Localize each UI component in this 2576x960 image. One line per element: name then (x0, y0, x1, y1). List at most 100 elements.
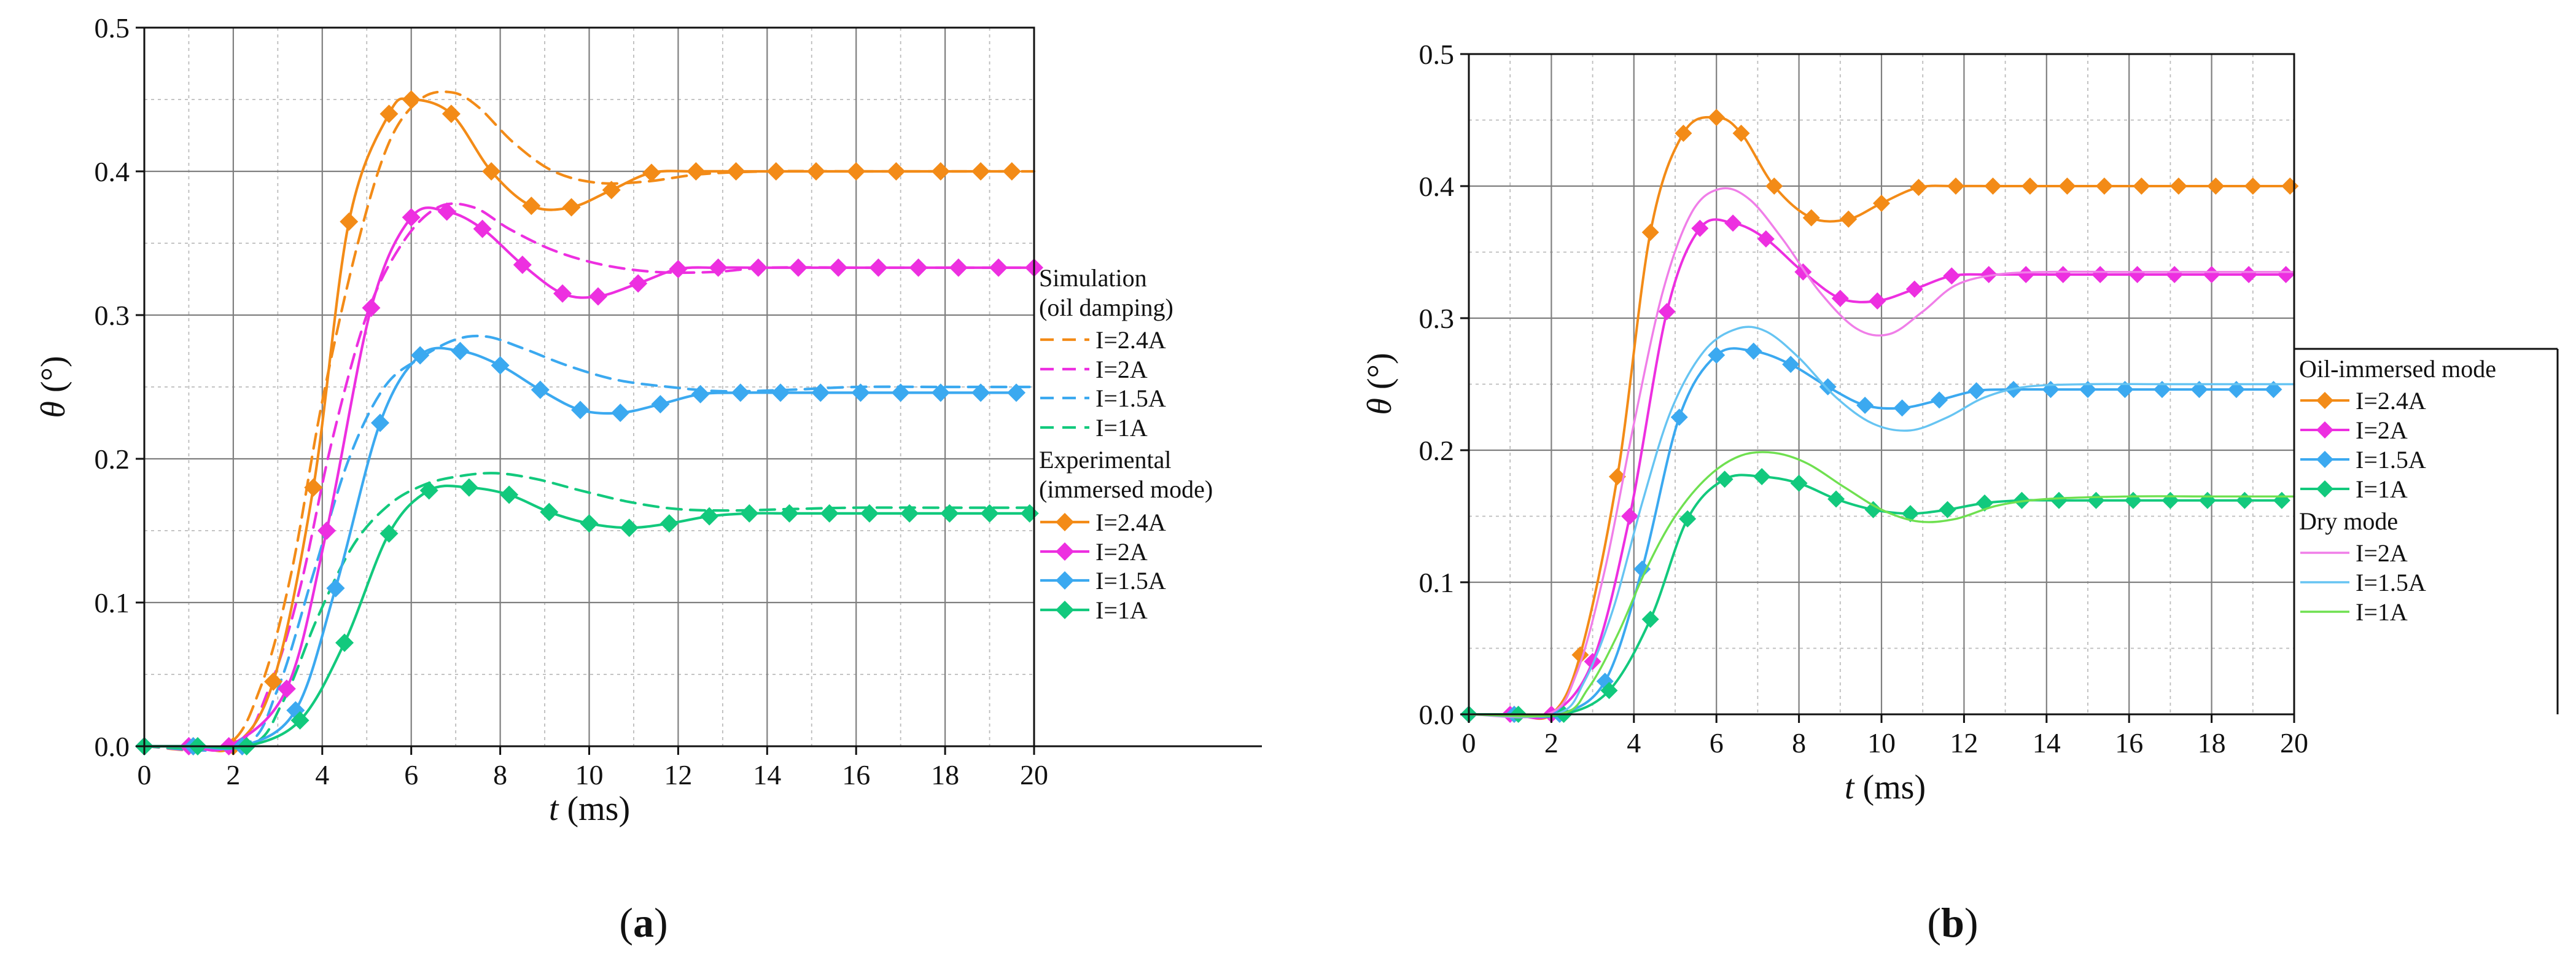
data-point-diamond (869, 258, 888, 277)
chart-a-y-tick-label: 0.5 (95, 12, 130, 44)
chart-a-x-tick-label: 6 (404, 759, 418, 790)
data-point-diamond (891, 383, 910, 402)
data-point-diamond (931, 383, 950, 402)
data-point-diamond (1641, 224, 1659, 241)
chart-a-x-tick-label: 20 (1020, 759, 1048, 790)
chart-a-legend: Simulation(oil damping)I=2.4AI=2AI=1.5AI… (1039, 264, 1213, 624)
chart-b-series (1460, 109, 2299, 723)
data-point-diamond (771, 383, 790, 402)
data-point-diamond (1790, 474, 1808, 492)
chart-a-y-tick-label: 0.1 (95, 587, 130, 619)
legend-entry-label: I=1A (1095, 414, 1148, 442)
chart-a-x-tick-label: 8 (493, 759, 507, 790)
legend-header: Simulation (1039, 264, 1147, 292)
series-line (1468, 326, 2295, 718)
legend-entry-label: I=2.4A (2356, 387, 2426, 415)
data-point-diamond (411, 346, 430, 365)
legend-header: (oil damping) (1039, 294, 1173, 321)
data-point-diamond (304, 478, 323, 497)
legend-entry-label: I=1.5A (2356, 446, 2426, 474)
data-point-diamond (522, 197, 541, 216)
chart-b-ylabel: θ (°) (1361, 353, 1399, 415)
data-point-diamond (602, 181, 621, 200)
chart-a-x-tick-label: 16 (842, 759, 870, 790)
data-point-diamond (1905, 280, 1923, 298)
data-point-diamond (437, 202, 456, 221)
data-point-diamond (1869, 292, 1886, 310)
legend-entry-label: I=1.5A (1095, 567, 1166, 595)
data-point-diamond (1873, 194, 1890, 212)
data-point-diamond (726, 162, 745, 181)
data-point-diamond (482, 162, 501, 181)
legend-swatch-diamond (2316, 392, 2333, 409)
legend-entry-label: I=1A (2356, 475, 2408, 503)
data-point-diamond (700, 507, 719, 526)
data-point-diamond (1782, 356, 1800, 373)
data-point-diamond (887, 162, 906, 181)
data-point-diamond (1708, 346, 1726, 364)
data-point-diamond (370, 413, 389, 432)
legend-entry-label: I=2.4A (1095, 326, 1166, 354)
legend-swatch-diamond (2316, 421, 2333, 439)
chart-b-legend: Oil-immersed modeI=2.4AI=2AI=1.5AI=1ADry… (2299, 355, 2496, 626)
legend-swatch-diamond (1056, 513, 1074, 531)
data-point-diamond (642, 163, 661, 182)
data-point-diamond (290, 711, 309, 730)
data-point-diamond (900, 504, 919, 523)
chart-a-x-tick-label: 10 (575, 759, 604, 790)
chart-b-x-tick-label: 4 (1627, 727, 1641, 759)
data-point-diamond (513, 256, 532, 275)
chart-a-y-tick-label: 0.3 (95, 300, 130, 331)
data-point-diamond (820, 504, 839, 523)
legend-header: Oil-immersed mode (2299, 355, 2496, 383)
legend-entry-label: I=2.4A (1095, 509, 1166, 536)
legend-header: Experimental (1039, 446, 1171, 474)
data-point-diamond (473, 219, 492, 238)
chart-b-y-tick-label: 0.4 (1419, 171, 1455, 202)
data-point-diamond (2240, 266, 2258, 284)
chart-b-y-tick-label: 0.5 (1419, 39, 1455, 70)
legend-entry-label: I=2A (2356, 416, 2408, 444)
data-point-diamond (860, 504, 879, 523)
chart-a-y-tick-label: 0.4 (95, 156, 130, 187)
legend-entry-label: I=1A (1095, 596, 1148, 624)
data-point-diamond (669, 260, 688, 279)
chart-a-ylabel: θ (°) (34, 356, 72, 418)
data-point-diamond (553, 284, 572, 303)
data-point-diamond (1856, 396, 1874, 414)
data-point-diamond (1967, 382, 1985, 400)
chart-a-x-tick-label: 0 (138, 759, 152, 790)
series-line (1468, 187, 2295, 719)
legend-entry-label: I=2A (2356, 539, 2408, 567)
data-point-diamond (2054, 266, 2072, 284)
data-point-diamond (651, 395, 670, 414)
legend-entry-label: I=1.5A (2356, 569, 2426, 596)
data-point-diamond (1757, 230, 1775, 248)
data-point-diamond (277, 679, 296, 698)
data-point-diamond (2095, 178, 2113, 195)
data-point-diamond (1584, 653, 1601, 670)
data-point-diamond (562, 198, 581, 217)
data-point-diamond (766, 162, 785, 181)
data-point-diamond (1007, 383, 1026, 402)
data-point-diamond (691, 384, 710, 404)
data-point-diamond (2092, 266, 2109, 284)
legend-header: (immersed mode) (1039, 475, 1213, 503)
data-point-diamond (379, 104, 399, 123)
data-point-diamond (687, 162, 706, 181)
data-point-diamond (1641, 611, 1659, 628)
chart-b-ticks: 0 2 4 6 8 10 12 14 16 18 20 0.0 0.1 0.2 0.3 0.4 0.5 (1419, 39, 2309, 759)
chart-panel-a: 0 2 4 6 8 10 12 14 16 18 20 0.0 0.1 0.2 0.3 0.4 0.5 t (m… (34, 12, 1262, 946)
data-point-diamond (780, 504, 799, 523)
data-point-diamond (971, 383, 990, 402)
data-point-diamond (949, 258, 968, 277)
data-point-diamond (2207, 178, 2225, 195)
chart-b-y-tick-label: 0.2 (1419, 435, 1455, 466)
data-point-diamond (317, 521, 337, 540)
data-point-diamond (931, 162, 950, 181)
data-point-diamond (1802, 209, 1820, 227)
data-point-diamond (909, 258, 928, 277)
data-point-diamond (402, 90, 421, 109)
